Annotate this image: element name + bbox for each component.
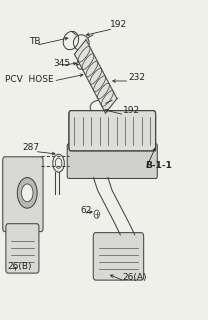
Circle shape	[17, 178, 37, 208]
FancyBboxPatch shape	[6, 224, 39, 273]
FancyBboxPatch shape	[3, 157, 43, 232]
FancyBboxPatch shape	[67, 144, 157, 179]
Polygon shape	[74, 40, 117, 113]
Text: PCV  HOSE: PCV HOSE	[5, 75, 53, 84]
Text: 232: 232	[129, 73, 146, 82]
Text: 26(B): 26(B)	[7, 262, 31, 271]
Circle shape	[21, 184, 33, 202]
Text: 287: 287	[22, 143, 40, 152]
FancyBboxPatch shape	[69, 111, 156, 151]
Text: 192: 192	[110, 20, 127, 29]
Text: 26(A): 26(A)	[123, 273, 147, 282]
Text: 62: 62	[80, 206, 92, 215]
FancyBboxPatch shape	[93, 233, 144, 280]
Text: 192: 192	[123, 106, 140, 116]
Text: 345: 345	[53, 59, 71, 68]
Text: TB: TB	[28, 37, 40, 46]
Text: B-1-1: B-1-1	[145, 161, 172, 170]
